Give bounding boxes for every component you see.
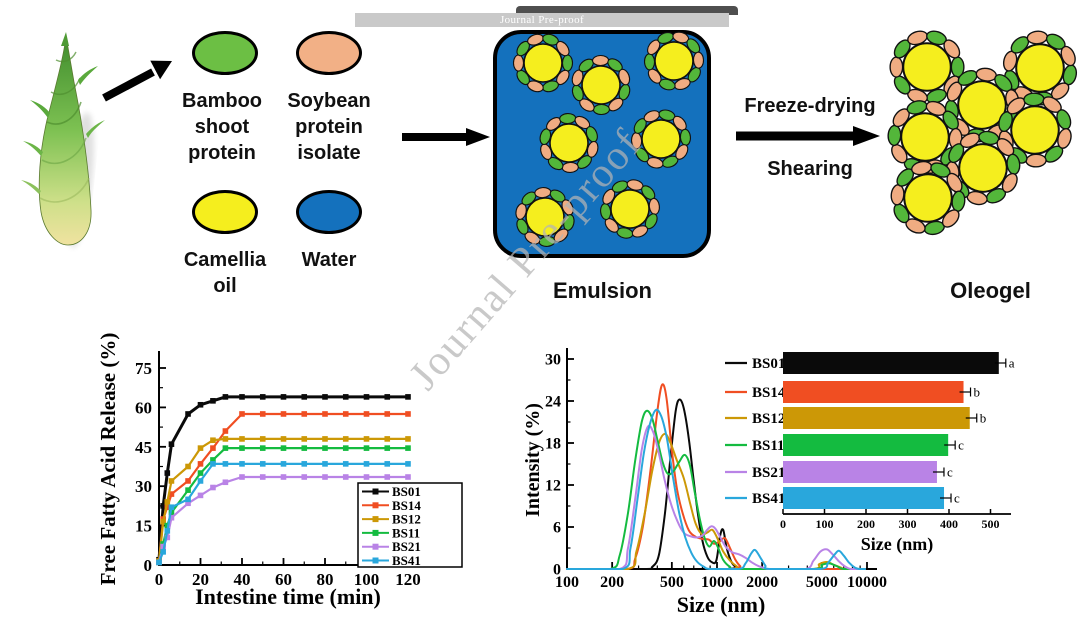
svg-text:60: 60 xyxy=(135,398,152,417)
size-bar-BS11 xyxy=(783,434,949,456)
size-bar-BS12 xyxy=(783,407,970,429)
svg-text:BS11: BS11 xyxy=(392,525,420,540)
oleogel-droplets xyxy=(887,30,1078,236)
svg-text:45: 45 xyxy=(135,438,152,457)
svg-text:30: 30 xyxy=(135,477,152,496)
svg-text:BS41: BS41 xyxy=(752,491,785,507)
svg-text:0: 0 xyxy=(780,517,786,531)
svg-text:Intensity (%): Intensity (%) xyxy=(522,403,544,517)
soybean-protein-isolate-ellipse xyxy=(296,31,362,75)
svg-text:c: c xyxy=(958,438,964,453)
ffa-release-chart: 0 15 30 45 60 75 0 20 40 60 80 100 120 Intestine time… xyxy=(96,333,463,609)
emulsion-label: Emulsion xyxy=(552,278,652,303)
svg-text:10000: 10000 xyxy=(847,574,887,591)
camellia-oil-ellipse xyxy=(192,190,258,234)
svg-text:Size (nm): Size (nm) xyxy=(861,534,933,555)
emulsion-box xyxy=(493,30,711,258)
camellia-oil-label: Camellia oil xyxy=(183,249,267,297)
svg-text:500: 500 xyxy=(660,574,684,591)
svg-text:6: 6 xyxy=(553,520,561,537)
svg-text:b: b xyxy=(980,411,987,426)
oil-droplet xyxy=(539,112,599,174)
svg-text:BS01: BS01 xyxy=(752,356,785,372)
svg-text:0: 0 xyxy=(144,556,153,575)
bamboo-shoot-illustration xyxy=(21,32,105,248)
oil-droplet xyxy=(890,160,966,236)
svg-text:2000: 2000 xyxy=(746,574,778,591)
svg-text:BS41: BS41 xyxy=(392,553,421,568)
svg-text:Intestine time (min): Intestine time (min) xyxy=(195,584,381,609)
svg-text:20: 20 xyxy=(192,570,209,589)
svg-text:30: 30 xyxy=(545,352,561,369)
svg-text:12: 12 xyxy=(545,478,561,495)
svg-text:BS12: BS12 xyxy=(752,411,785,427)
svg-text:BS14: BS14 xyxy=(752,385,786,401)
arrow-ingredients-to-emulsion xyxy=(402,128,490,146)
banner-shadow-bar xyxy=(516,6,738,15)
svg-text:5000: 5000 xyxy=(806,574,838,591)
oil-droplet xyxy=(512,33,574,93)
svg-text:BS12: BS12 xyxy=(392,512,421,527)
svg-text:100: 100 xyxy=(555,574,579,591)
svg-text:24: 24 xyxy=(545,394,561,411)
emulsion-droplets xyxy=(512,31,705,247)
svg-text:200: 200 xyxy=(600,574,624,591)
oil-droplet xyxy=(643,31,705,91)
bamboo-shoot-protein-label: Bamboo shoot protein xyxy=(182,90,262,164)
svg-text:500: 500 xyxy=(982,517,1000,531)
svg-text:300: 300 xyxy=(899,517,917,531)
oil-droplet xyxy=(600,179,660,239)
size-bar-BS14 xyxy=(783,381,964,403)
svg-text:BS01: BS01 xyxy=(392,484,421,499)
svg-text:75: 75 xyxy=(135,359,152,378)
soybean-protein-isolate-label: Soybean protein isolate xyxy=(287,90,371,164)
banner-text: Journal Pre-proof xyxy=(499,14,585,26)
svg-text:a: a xyxy=(1009,356,1015,371)
arrow-shoot-to-ingredients xyxy=(102,60,172,102)
oil-droplet xyxy=(571,54,631,116)
mean-size-bar-chart: BS01 a BS14 b BS12 b BS11 c BS21 c BS41 c 0 100 200 300… xyxy=(725,352,1015,555)
shearing-label: Shearing xyxy=(767,158,853,180)
svg-text:c: c xyxy=(947,465,953,480)
svg-text:BS14: BS14 xyxy=(392,498,421,513)
arrow-emulsion-to-oleogel xyxy=(736,126,880,146)
svg-text:60: 60 xyxy=(275,570,292,589)
water-ellipse xyxy=(296,190,362,234)
svg-text:120: 120 xyxy=(395,570,421,589)
svg-text:0: 0 xyxy=(553,562,561,579)
svg-text:BS21: BS21 xyxy=(392,539,421,554)
oleogel-label: Oleogel xyxy=(950,278,1031,303)
svg-text:Free Fatty Acid Release (%): Free Fatty Acid Release (%) xyxy=(96,333,120,586)
journal-preproof-banner: Journal Pre-proof xyxy=(355,13,729,27)
size-bar-BS41 xyxy=(783,487,945,509)
svg-text:200: 200 xyxy=(857,517,875,531)
svg-text:Size (nm): Size (nm) xyxy=(677,592,766,617)
svg-text:40: 40 xyxy=(234,570,251,589)
svg-text:80: 80 xyxy=(317,570,334,589)
svg-text:18: 18 xyxy=(545,436,561,453)
svg-text:100: 100 xyxy=(816,517,834,531)
water-label: Water xyxy=(301,249,357,271)
svg-text:400: 400 xyxy=(940,517,958,531)
svg-text:100: 100 xyxy=(354,570,380,589)
svg-text:BS11: BS11 xyxy=(752,438,785,454)
svg-text:0: 0 xyxy=(155,570,164,589)
svg-text:c: c xyxy=(954,491,960,506)
svg-text:15: 15 xyxy=(135,517,152,536)
svg-text:b: b xyxy=(974,385,981,400)
oil-droplet xyxy=(515,187,575,247)
oil-droplet xyxy=(630,109,692,169)
svg-text:1000: 1000 xyxy=(701,574,733,591)
freeze-drying-label: Freeze-drying xyxy=(744,95,876,117)
size-bar-BS01 xyxy=(783,352,999,374)
bamboo-shoot-protein-ellipse xyxy=(192,31,258,75)
svg-text:BS21: BS21 xyxy=(752,465,785,481)
size-bar-BS21 xyxy=(783,461,937,483)
